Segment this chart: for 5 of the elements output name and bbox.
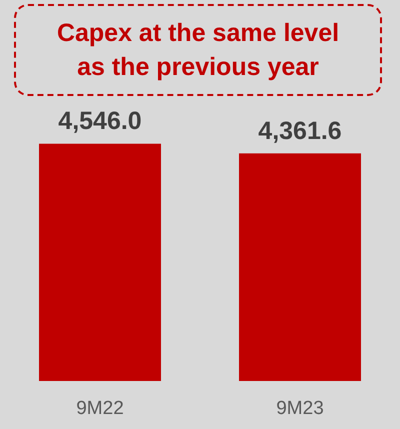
x-tick-label: 9M22 [76, 398, 124, 419]
data-label: 4,361.6 [258, 116, 342, 145]
data-label: 4,546.0 [58, 107, 142, 136]
x-tick-label: 9M23 [276, 398, 324, 419]
chart-title: Capex at the same level as the previous year [56, 18, 340, 83]
